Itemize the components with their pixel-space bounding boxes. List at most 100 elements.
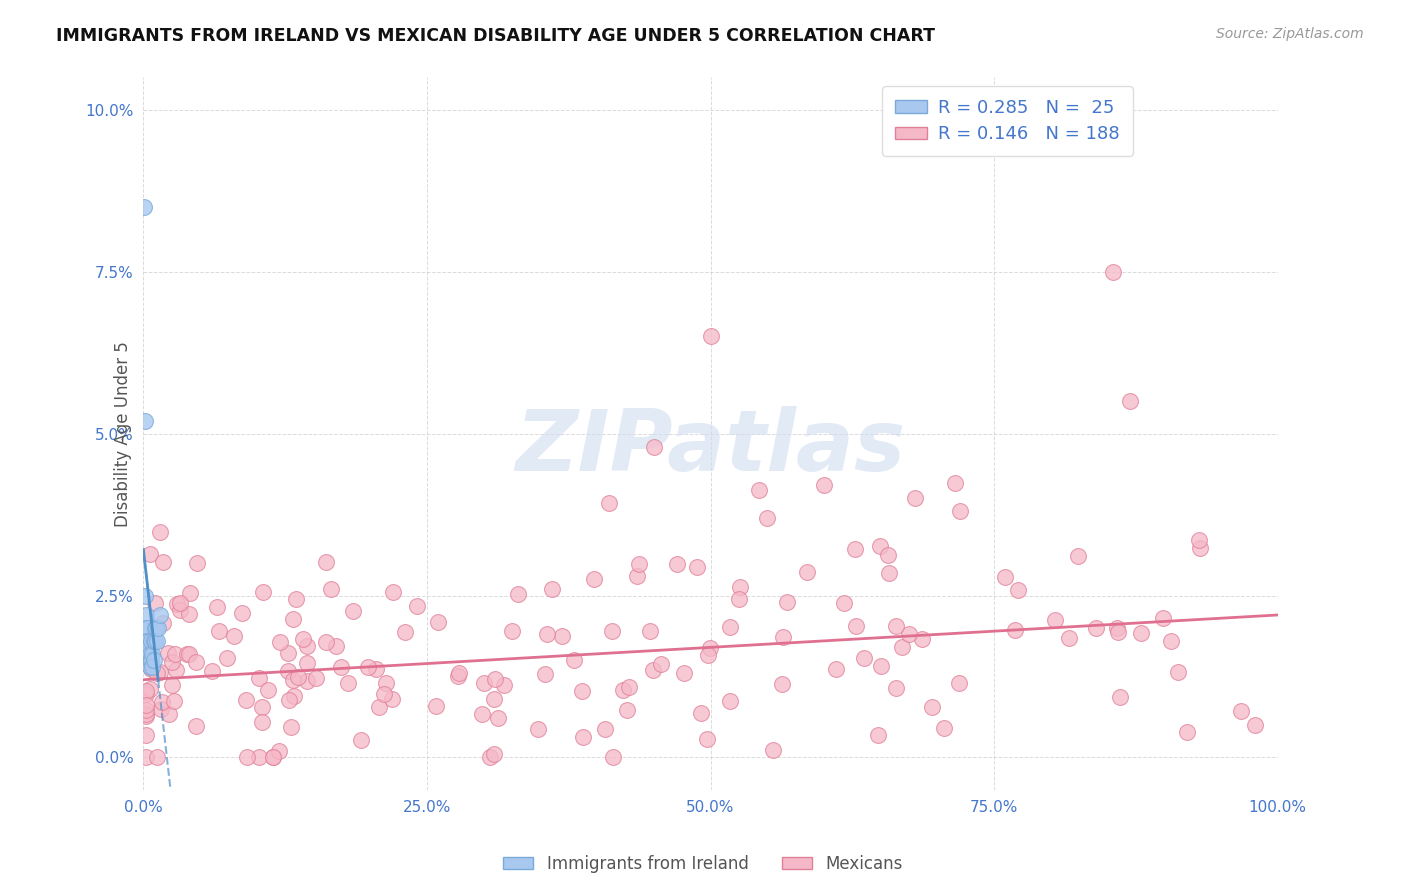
Point bbox=[283, 673, 305, 687]
Point bbox=[138, 653, 160, 667]
Point bbox=[776, 594, 799, 608]
Point bbox=[374, 676, 396, 690]
Point bbox=[138, 640, 160, 655]
Point bbox=[643, 440, 665, 454]
Point bbox=[593, 722, 616, 736]
Point bbox=[617, 680, 640, 694]
Point bbox=[364, 662, 387, 676]
Point bbox=[132, 200, 155, 214]
Point bbox=[598, 496, 620, 510]
Point bbox=[666, 558, 689, 572]
Point bbox=[285, 591, 308, 606]
Point bbox=[143, 633, 166, 648]
Point bbox=[149, 607, 172, 622]
Point bbox=[135, 642, 157, 657]
Point bbox=[879, 566, 901, 581]
Point bbox=[994, 570, 1017, 584]
Point bbox=[825, 663, 848, 677]
Point bbox=[136, 633, 159, 648]
Point bbox=[135, 687, 157, 701]
Text: Source: ZipAtlas.com: Source: ZipAtlas.com bbox=[1216, 27, 1364, 41]
Point bbox=[1129, 626, 1152, 640]
Point bbox=[921, 699, 943, 714]
Point bbox=[1119, 394, 1142, 409]
Point bbox=[135, 706, 157, 721]
Point bbox=[672, 666, 695, 681]
Point bbox=[884, 681, 907, 696]
Point bbox=[135, 648, 157, 663]
Point bbox=[222, 629, 245, 643]
Point bbox=[690, 706, 713, 721]
Point bbox=[141, 653, 163, 667]
Point bbox=[1244, 718, 1267, 732]
Point bbox=[627, 558, 650, 572]
Point bbox=[152, 695, 174, 709]
Point bbox=[381, 692, 404, 706]
Point bbox=[426, 615, 449, 629]
Point bbox=[696, 648, 718, 663]
Point bbox=[381, 585, 404, 599]
Point bbox=[146, 666, 169, 681]
Point bbox=[163, 694, 186, 708]
Point bbox=[626, 569, 648, 583]
Point bbox=[600, 624, 623, 638]
Point bbox=[149, 702, 172, 716]
Point bbox=[277, 664, 299, 678]
Point bbox=[231, 606, 253, 620]
Point bbox=[149, 665, 172, 679]
Point bbox=[934, 721, 956, 735]
Point bbox=[471, 706, 494, 721]
Point bbox=[139, 681, 162, 696]
Point bbox=[1175, 724, 1198, 739]
Point bbox=[135, 698, 157, 712]
Point bbox=[756, 511, 779, 525]
Point bbox=[184, 719, 207, 733]
Point bbox=[1105, 622, 1128, 636]
Point bbox=[368, 699, 391, 714]
Point bbox=[165, 647, 187, 661]
Point bbox=[486, 711, 509, 725]
Point bbox=[169, 596, 191, 610]
Point bbox=[1160, 634, 1182, 648]
Point bbox=[257, 682, 280, 697]
Point bbox=[582, 573, 605, 587]
Point bbox=[247, 750, 270, 764]
Point bbox=[250, 714, 273, 729]
Legend: Immigrants from Ireland, Mexicans: Immigrants from Ireland, Mexicans bbox=[496, 848, 910, 880]
Point bbox=[146, 621, 169, 635]
Point bbox=[149, 524, 172, 539]
Point bbox=[506, 587, 529, 601]
Point bbox=[247, 671, 270, 685]
Point bbox=[201, 664, 224, 678]
Point bbox=[145, 621, 167, 635]
Point bbox=[315, 555, 337, 569]
Point bbox=[640, 624, 662, 639]
Point bbox=[283, 689, 305, 703]
Point bbox=[1230, 704, 1253, 718]
Point bbox=[315, 634, 337, 648]
Point bbox=[641, 663, 664, 677]
Point bbox=[269, 743, 291, 757]
Point bbox=[484, 672, 506, 686]
Point bbox=[832, 596, 855, 610]
Point bbox=[394, 625, 416, 640]
Point bbox=[479, 750, 502, 764]
Point bbox=[169, 602, 191, 616]
Point bbox=[142, 653, 165, 667]
Point bbox=[501, 624, 523, 638]
Point bbox=[845, 619, 868, 633]
Point bbox=[139, 662, 162, 676]
Point bbox=[287, 670, 309, 684]
Point bbox=[136, 647, 159, 661]
Point bbox=[492, 678, 515, 692]
Point bbox=[319, 582, 342, 596]
Point bbox=[152, 555, 174, 569]
Point bbox=[141, 633, 163, 648]
Point bbox=[728, 580, 751, 594]
Point bbox=[160, 655, 183, 669]
Point bbox=[527, 723, 550, 737]
Point bbox=[949, 504, 972, 518]
Point bbox=[1188, 533, 1211, 547]
Point bbox=[1152, 611, 1174, 625]
Point bbox=[250, 700, 273, 714]
